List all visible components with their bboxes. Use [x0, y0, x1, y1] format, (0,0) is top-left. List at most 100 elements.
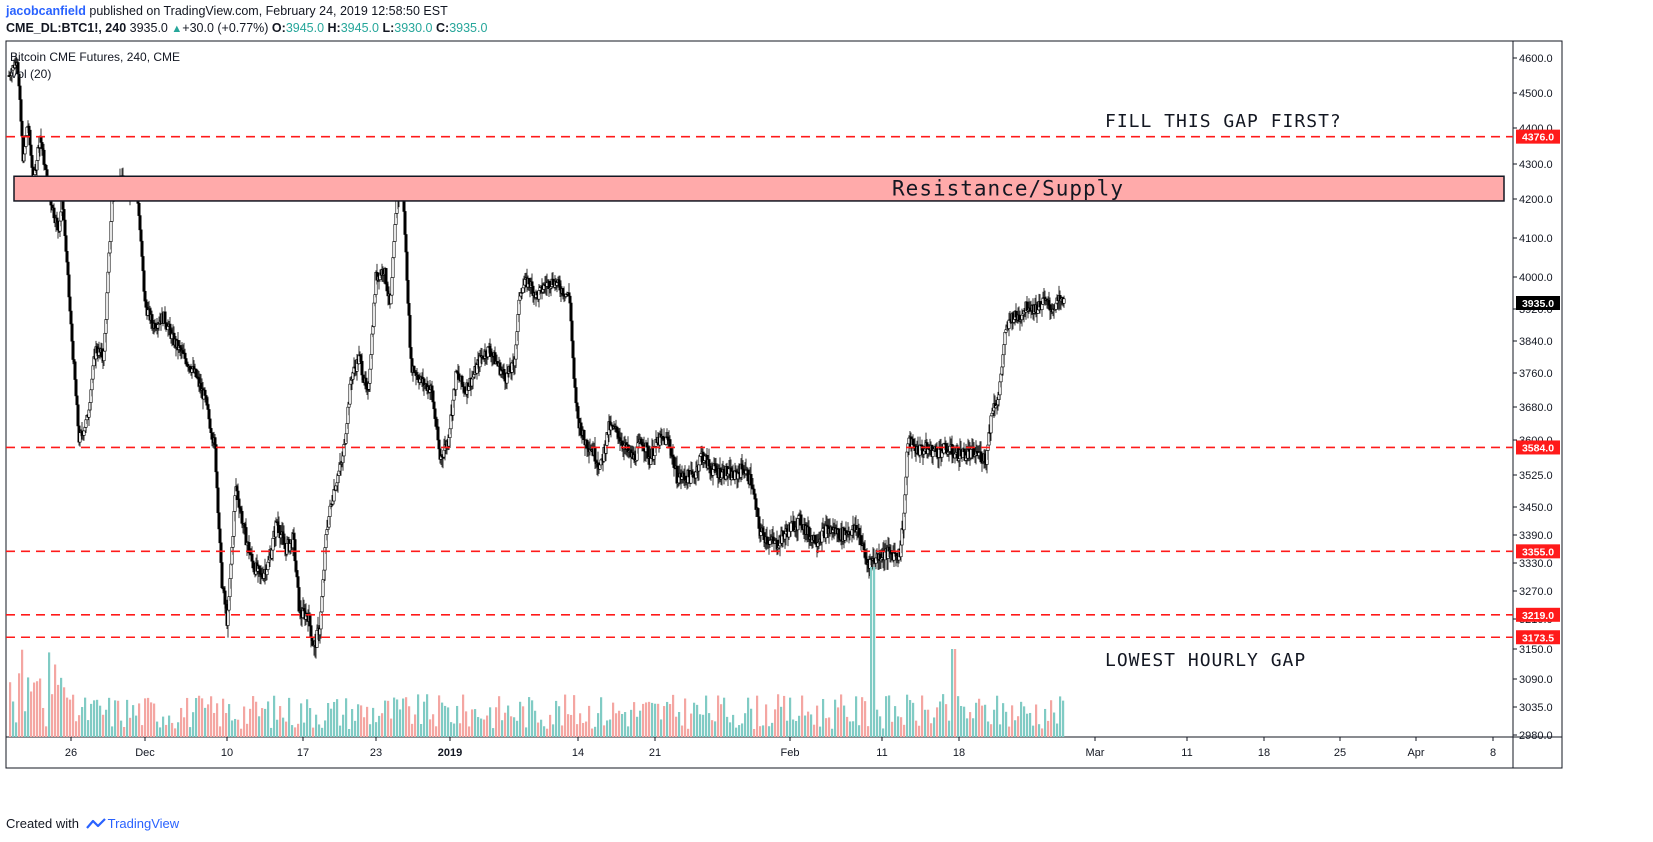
- volume-bar: [213, 712, 216, 737]
- candle-body: [109, 221, 113, 242]
- volume-bar: [936, 707, 939, 737]
- volume-bar: [225, 713, 228, 737]
- volume-bar: [261, 708, 264, 737]
- volume-bar: [561, 725, 564, 737]
- volume-bar: [63, 687, 66, 737]
- volume-bar: [210, 696, 213, 737]
- volume-bar: [264, 708, 267, 737]
- volume-bar: [696, 704, 699, 737]
- price-tick-label: 3390.0: [1519, 530, 1553, 542]
- volume-bar: [279, 706, 282, 737]
- candle-body: [320, 596, 324, 613]
- last-price-label: 3935.0: [1522, 298, 1554, 310]
- price-tick-label: 3270.0: [1519, 586, 1553, 598]
- volume-bar: [894, 706, 897, 737]
- volume-bar: [21, 649, 24, 737]
- candle-body: [294, 560, 298, 571]
- volume-bar: [831, 728, 834, 737]
- time-tick-label: 23: [370, 747, 382, 759]
- volume-bar: [948, 720, 951, 737]
- volume-bar: [1053, 712, 1056, 737]
- volume-bar: [537, 722, 540, 737]
- volume-bar: [306, 699, 309, 737]
- volume-bar: [171, 722, 174, 737]
- volume-bar: [960, 705, 963, 737]
- volume-bar: [117, 700, 120, 737]
- up-triangle-icon: ▲: [171, 23, 183, 35]
- volume-bar: [1023, 706, 1026, 737]
- level-price-tag: [1516, 544, 1560, 559]
- volume-bar: [663, 706, 666, 737]
- time-tick-label: 26: [65, 747, 77, 759]
- volume-bar: [867, 726, 870, 737]
- volume-bar: [468, 726, 471, 737]
- volume-bar: [24, 711, 27, 737]
- volume-bar: [651, 702, 654, 737]
- volume-bar: [645, 702, 648, 737]
- volume-bar: [837, 707, 840, 737]
- volume-bar: [150, 702, 153, 737]
- volume-bar: [387, 700, 390, 737]
- volume-bar: [447, 707, 450, 737]
- volume-bar: [876, 709, 879, 737]
- volume-bar: [165, 724, 168, 737]
- volume-bar: [864, 701, 867, 737]
- author-link[interactable]: jacobcanfield: [6, 4, 86, 18]
- chart-title: Bitcoin CME Futures, 240, CME: [10, 50, 180, 64]
- volume-bar: [1011, 705, 1014, 737]
- volume-bar: [714, 721, 717, 737]
- volume-bar: [399, 709, 402, 737]
- volume-bar: [627, 726, 630, 737]
- close-label: C:: [435, 21, 450, 35]
- low-label: L:: [382, 21, 395, 35]
- volume-bar: [432, 714, 435, 737]
- volume-bar: [981, 705, 984, 737]
- volume-bar: [51, 694, 54, 737]
- created-with-text: Created with: [6, 816, 79, 831]
- volume-bar: [756, 695, 759, 737]
- candle-body: [229, 563, 233, 579]
- volume-bar: [471, 709, 474, 737]
- volume-bar: [531, 700, 534, 737]
- volume-bar: [735, 727, 738, 737]
- volume-bar: [777, 694, 780, 737]
- volume-bar: [294, 727, 297, 737]
- volume-bar: [105, 709, 108, 737]
- volume-bar: [462, 694, 465, 737]
- price-tick-label: 3035.0: [1519, 702, 1553, 714]
- close-value: 3935.0: [449, 21, 488, 35]
- volume-bar: [660, 719, 663, 737]
- candle-body: [140, 240, 144, 257]
- volume-bar: [324, 720, 327, 737]
- volume-bar: [549, 714, 552, 737]
- volume-bar: [507, 705, 510, 737]
- price-tick-label: 3760.0: [1519, 368, 1553, 380]
- volume-bar: [543, 726, 546, 737]
- volume-bar: [1050, 700, 1053, 737]
- volume-bar: [927, 709, 930, 737]
- volume-bar: [12, 701, 15, 737]
- volume-bar: [819, 726, 822, 737]
- price-tick-label: 3680.0: [1519, 402, 1553, 414]
- time-tick-label: 18: [953, 747, 965, 759]
- volume-bar: [177, 722, 180, 737]
- candle-body: [391, 257, 395, 278]
- volume-bar: [195, 698, 198, 737]
- volume-bar: [459, 723, 462, 737]
- volume-bar: [612, 702, 615, 737]
- volume-bar: [375, 722, 378, 737]
- volume-bar: [888, 695, 891, 737]
- volume-bar: [273, 695, 276, 737]
- volume-bar: [987, 721, 990, 737]
- volume-bar: [1059, 696, 1062, 737]
- volume-bar: [330, 708, 333, 737]
- tradingview-brand-link[interactable]: TradingView: [107, 816, 180, 831]
- time-tick-label: 10: [221, 747, 233, 759]
- volume-bar: [921, 695, 924, 737]
- volume-bar: [129, 717, 132, 737]
- time-tick-label: 17: [297, 747, 309, 759]
- volume-bar: [90, 703, 93, 737]
- volume-bar: [552, 724, 555, 737]
- candle-body: [66, 261, 70, 276]
